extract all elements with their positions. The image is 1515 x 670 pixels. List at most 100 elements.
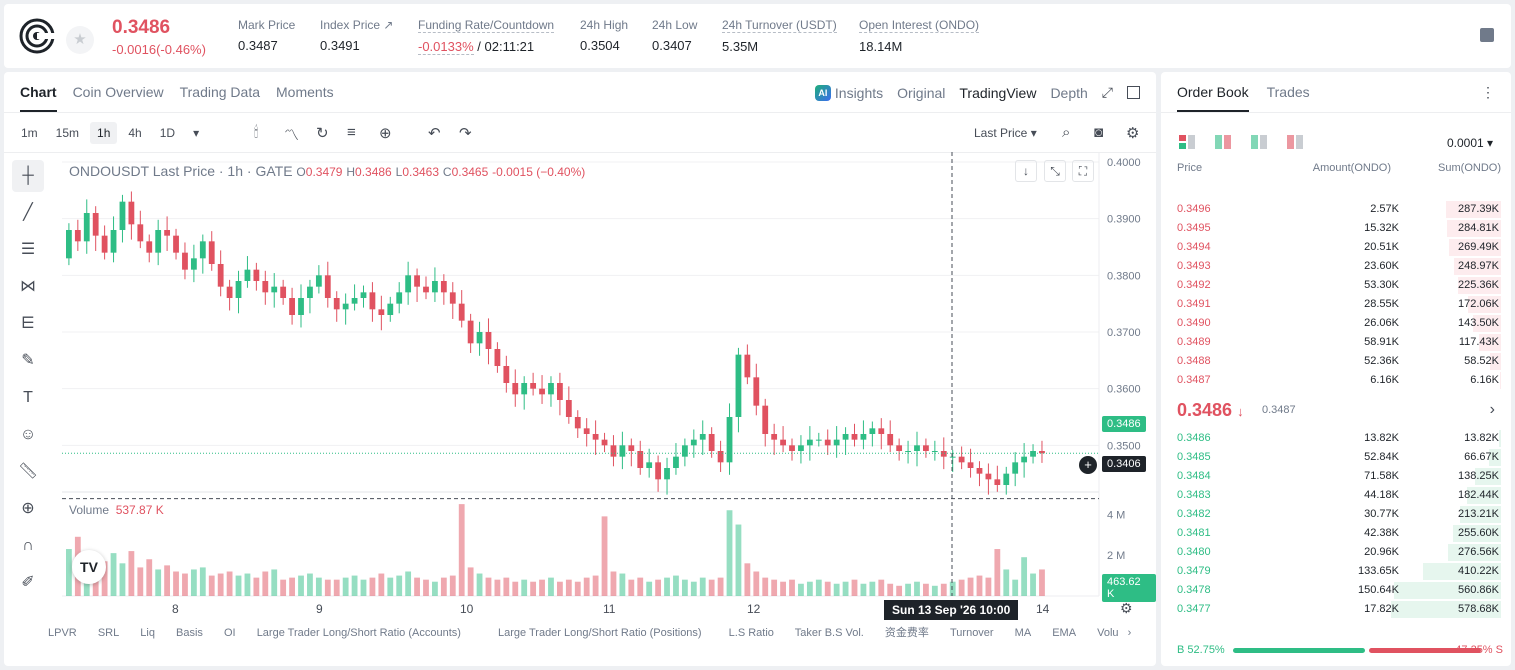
candle-body bbox=[271, 286, 278, 293]
add-order-icon[interactable]: + bbox=[1079, 456, 1097, 474]
tab-depth[interactable]: Depth bbox=[1050, 84, 1088, 101]
replay-icon[interactable]: ↻ bbox=[316, 125, 329, 142]
camera-icon[interactable]: ◙ bbox=[1094, 124, 1104, 141]
tradingview-logo[interactable]: TV bbox=[72, 550, 106, 584]
trendline-icon[interactable]: ╱ bbox=[23, 204, 33, 221]
timeframe-1m[interactable]: 1m bbox=[21, 126, 38, 140]
bid-row[interactable]: 0.3478 150.64K 560.86K bbox=[1161, 581, 1511, 600]
ask-row[interactable]: 0.3494 20.51K 269.49K bbox=[1161, 238, 1511, 257]
gear-icon[interactable]: ⚙ bbox=[1126, 125, 1140, 142]
indicator-volume[interactable]: Volu bbox=[1097, 627, 1119, 639]
bid-row[interactable]: 0.3479 133.65K 410.22K bbox=[1161, 562, 1511, 581]
add-alert-icon[interactable]: ⊕ bbox=[379, 125, 392, 142]
timeframe-15m[interactable]: 15m bbox=[55, 126, 80, 140]
bid-row[interactable]: 0.3480 20.96K 276.56K bbox=[1161, 543, 1511, 562]
indicator-funding-rate[interactable]: 资金费率 bbox=[884, 627, 929, 639]
precision-select[interactable]: 0.0001 ▾ bbox=[1447, 136, 1494, 150]
tab-trading-data[interactable]: Trading Data bbox=[179, 84, 261, 100]
pattern-icon[interactable]: ⋈ bbox=[20, 278, 36, 295]
indicator-taker-vol[interactable]: Taker B.S Vol. bbox=[794, 627, 864, 639]
indicator-oi[interactable]: OI bbox=[224, 627, 236, 639]
bid-row[interactable]: 0.3477 17.82K 578.68K bbox=[1161, 600, 1511, 619]
tab-insights[interactable]: Insights bbox=[834, 84, 884, 101]
last-price: 0.3486 bbox=[112, 17, 171, 38]
bid-row[interactable]: 0.3482 30.77K 213.21K bbox=[1161, 505, 1511, 524]
crosshair-icon[interactable]: ┼ bbox=[12, 160, 44, 192]
window-icon[interactable] bbox=[1127, 86, 1140, 99]
stat-index-price[interactable]: Index Price ↗ 0.3491 bbox=[320, 18, 394, 53]
magnet-icon[interactable]: ∩ bbox=[22, 537, 34, 554]
indicators-icon[interactable]: 〽 bbox=[284, 127, 300, 144]
ask-row[interactable]: 0.3490 26.06K 143.50K bbox=[1161, 314, 1511, 333]
price-type-select[interactable]: Last Price ▾ bbox=[974, 126, 1037, 140]
bid-row[interactable]: 0.3485 52.84K 66.67K bbox=[1161, 448, 1511, 467]
tab-order-book[interactable]: Order Book bbox=[1177, 84, 1249, 112]
book-mode-bids-icon[interactable] bbox=[1251, 135, 1267, 149]
ask-row[interactable]: 0.3489 58.91K 117.43K bbox=[1161, 333, 1511, 352]
favorite-star-icon[interactable]: ★ bbox=[66, 26, 94, 54]
ask-row[interactable]: 0.3487 6.16K 6.16K bbox=[1161, 371, 1511, 390]
bid-price: 0.3484 bbox=[1177, 470, 1211, 482]
tab-original[interactable]: Original bbox=[897, 84, 946, 101]
book-mode-both-icon[interactable] bbox=[1179, 135, 1195, 149]
ask-row[interactable]: 0.3495 15.32K 284.81K bbox=[1161, 219, 1511, 238]
bid-row[interactable]: 0.3486 13.82K 13.82K bbox=[1161, 429, 1511, 448]
expand-icon[interactable]: ⤢ bbox=[1101, 84, 1113, 100]
auto-scale-icon[interactable]: ⚙ bbox=[1120, 600, 1133, 616]
ask-row[interactable]: 0.3492 53.30K 225.36K bbox=[1161, 276, 1511, 295]
search-icon[interactable]: ⌕ bbox=[1062, 124, 1071, 141]
indicator-liq[interactable]: Liq bbox=[140, 627, 155, 639]
tab-moments[interactable]: Moments bbox=[276, 84, 334, 100]
timeframe-dropdown-icon[interactable]: ▾ bbox=[193, 126, 200, 140]
timeframe-1d[interactable]: 1D bbox=[159, 126, 176, 140]
candle-body bbox=[815, 439, 822, 441]
tab-tradingview[interactable]: TradingView bbox=[959, 84, 1037, 101]
indicator-srl[interactable]: SRL bbox=[97, 627, 120, 639]
text-icon[interactable]: T bbox=[23, 389, 33, 406]
brush-icon[interactable]: ✎ bbox=[21, 352, 35, 369]
indicator-ls-ratio[interactable]: L.S Ratio bbox=[728, 627, 774, 639]
indicator-ls-accounts[interactable]: Large Trader Long/Short Ratio (Accounts) bbox=[256, 627, 461, 639]
more-icon[interactable]: ⋮ bbox=[1481, 84, 1495, 100]
mid-price[interactable]: 0.3486 ↓ bbox=[1177, 400, 1244, 420]
indicator-basis[interactable]: Basis bbox=[176, 627, 203, 639]
indicator-turnover[interactable]: Turnover bbox=[949, 627, 994, 639]
bid-row[interactable]: 0.3484 71.58K 138.25K bbox=[1161, 467, 1511, 486]
book-mode-compact-icon[interactable] bbox=[1215, 135, 1231, 149]
ruler-icon[interactable]: 📏︎ bbox=[17, 463, 39, 480]
ask-row[interactable]: 0.3488 52.36K 58.52K bbox=[1161, 352, 1511, 371]
horizontal-lines-icon[interactable]: ☰ bbox=[20, 241, 36, 258]
scroll-down-icon[interactable]: ↓ bbox=[1015, 160, 1037, 182]
tab-coin-overview[interactable]: Coin Overview bbox=[72, 84, 164, 100]
timeframe-4h[interactable]: 4h bbox=[128, 126, 142, 140]
redo-icon[interactable]: ↷ bbox=[459, 125, 472, 142]
indicator-ls-positions[interactable]: Large Trader Long/Short Ratio (Positions… bbox=[497, 627, 702, 639]
tab-chart[interactable]: Chart bbox=[20, 84, 57, 112]
undo-icon[interactable]: ↶ bbox=[428, 125, 441, 142]
pencil-lock-icon[interactable]: ✐ bbox=[21, 574, 35, 591]
fullscreen-icon[interactable]: ⛶ bbox=[1072, 160, 1094, 182]
chevron-right-icon[interactable]: › bbox=[1127, 627, 1132, 639]
templates-icon[interactable]: ≡ bbox=[347, 124, 356, 141]
collapse-icon[interactable]: ⤡ bbox=[1044, 160, 1066, 182]
candlestick-chart[interactable]: 0.4000 0.3900 0.3800 0.3700 0.3600 0.3500 4 M 2… bbox=[4, 72, 1156, 666]
bid-amount: 44.18K bbox=[1364, 489, 1399, 501]
ask-row[interactable]: 0.3496 2.57K 287.39K bbox=[1161, 200, 1511, 219]
zoom-icon[interactable]: ⊕ bbox=[21, 500, 35, 517]
indicator-ma[interactable]: MA bbox=[1014, 627, 1032, 639]
ask-row[interactable]: 0.3493 23.60K 248.97K bbox=[1161, 257, 1511, 276]
fib-icon[interactable]: ⋿ bbox=[21, 315, 35, 332]
indicator-ema[interactable]: EMA bbox=[1052, 627, 1077, 639]
indicator-lpvr[interactable]: LPVR bbox=[48, 627, 77, 639]
timeframe-1h[interactable]: 1h bbox=[90, 122, 118, 144]
tab-trades[interactable]: Trades bbox=[1266, 84, 1310, 100]
chevron-right-icon[interactable]: › bbox=[1489, 401, 1495, 418]
notebook-icon[interactable] bbox=[1480, 28, 1494, 42]
bid-row[interactable]: 0.3481 42.38K 255.60K bbox=[1161, 524, 1511, 543]
emoji-icon[interactable]: ☺ bbox=[19, 426, 37, 443]
bid-row[interactable]: 0.3483 44.18K 182.44K bbox=[1161, 486, 1511, 505]
candle-type-icon[interactable]: 🕯︎ bbox=[254, 124, 259, 141]
ask-row[interactable]: 0.3491 28.55K 172.06K bbox=[1161, 295, 1511, 314]
volume-bar bbox=[423, 579, 429, 596]
book-mode-asks-icon[interactable] bbox=[1287, 135, 1303, 149]
